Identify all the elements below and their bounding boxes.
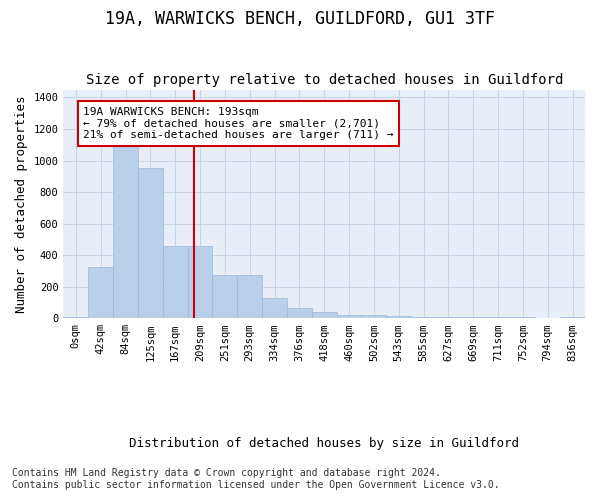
Bar — [188, 246, 212, 318]
Text: 19A, WARWICKS BENCH, GUILDFORD, GU1 3TF: 19A, WARWICKS BENCH, GUILDFORD, GU1 3TF — [105, 10, 495, 28]
Bar — [411, 316, 436, 318]
Y-axis label: Number of detached properties: Number of detached properties — [15, 95, 28, 312]
Bar — [113, 142, 138, 318]
Bar — [386, 316, 411, 318]
X-axis label: Distribution of detached houses by size in Guildford: Distribution of detached houses by size … — [129, 437, 519, 450]
Bar — [88, 267, 113, 318]
Bar — [287, 308, 312, 318]
Text: 19A WARWICKS BENCH: 193sqm
← 79% of detached houses are smaller (2,701)
21% of s: 19A WARWICKS BENCH: 193sqm ← 79% of deta… — [83, 107, 394, 140]
Bar — [138, 168, 163, 318]
Bar — [163, 246, 188, 318]
Bar — [237, 275, 262, 318]
Bar — [511, 317, 535, 318]
Bar — [461, 317, 485, 318]
Title: Size of property relative to detached houses in Guildford: Size of property relative to detached ho… — [86, 73, 563, 87]
Bar — [312, 312, 337, 318]
Bar — [337, 315, 361, 318]
Text: Contains HM Land Registry data © Crown copyright and database right 2024.
Contai: Contains HM Land Registry data © Crown c… — [12, 468, 500, 490]
Bar — [361, 315, 386, 318]
Bar — [436, 316, 461, 318]
Bar — [212, 275, 237, 318]
Bar — [262, 298, 287, 318]
